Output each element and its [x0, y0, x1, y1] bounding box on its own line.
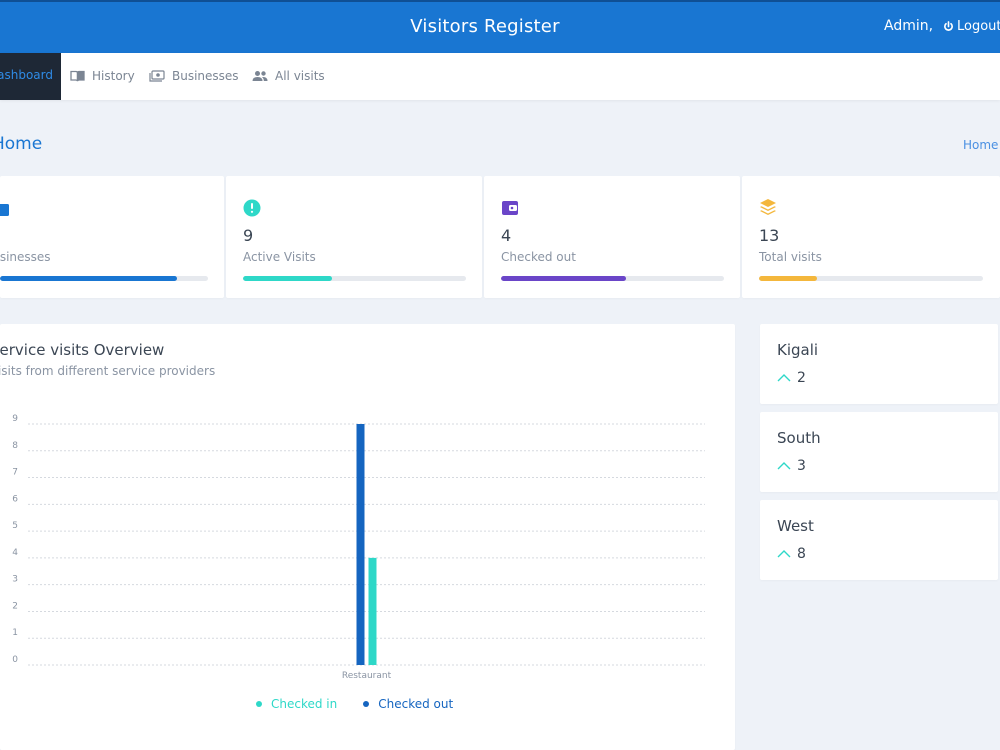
- bar-checked-in: [368, 557, 377, 665]
- store-icon: [0, 201, 10, 223]
- y-tick-label: 0: [12, 655, 18, 665]
- breadcrumb-home[interactable]: Home: [963, 138, 999, 152]
- nav-all-visits-label: All visits: [275, 68, 325, 83]
- nav-businesses[interactable]: Businesses: [149, 53, 239, 98]
- stat-value: 13: [759, 226, 780, 245]
- alert-circle-icon: [243, 199, 261, 221]
- users-icon: [252, 70, 268, 81]
- stat-progress-fill: [0, 276, 177, 281]
- page-title-text: Home: [0, 134, 43, 154]
- region-count-value: 8: [797, 546, 806, 562]
- stat-progress-fill: [759, 276, 818, 281]
- nav-history-label: History: [92, 68, 135, 83]
- bar-chart: 0 1 2 3 4 5 6 7 8 9 Restaurant: [12, 414, 705, 681]
- y-tick-label: 1: [12, 628, 18, 638]
- legend-checked-in[interactable]: Checked in: [256, 697, 337, 711]
- power-icon: [944, 21, 953, 31]
- nav-history[interactable]: History: [70, 53, 135, 98]
- stat-progress: [759, 276, 983, 281]
- stat-label: Businesses: [0, 250, 51, 264]
- nav-all-visits[interactable]: All visits: [252, 53, 325, 98]
- nav-dashboard-label: Dashboard: [0, 68, 53, 82]
- region-count: 3: [777, 458, 806, 474]
- y-tick-label: 7: [12, 468, 18, 478]
- layers-icon: [759, 198, 777, 220]
- nav-businesses-label: Businesses: [172, 68, 239, 83]
- y-tick-label: 2: [12, 601, 18, 611]
- chevron-up-icon: [777, 550, 791, 558]
- stat-card-businesses: Businesses: [0, 176, 224, 298]
- logout-button[interactable]: Logout: [943, 0, 1000, 53]
- chart-subtitle: Visits from different service providers: [0, 364, 216, 378]
- y-tick-label: 9: [12, 414, 18, 424]
- stat-card-checked-out: 4 Checked out: [484, 176, 740, 298]
- user-name: Admin,: [884, 18, 934, 34]
- region-name: West: [777, 517, 814, 535]
- x-tick-label: Restaurant: [342, 671, 392, 681]
- bar-checked-out: [356, 424, 365, 665]
- legend-checked-in-label: Checked in: [271, 697, 338, 711]
- region-count: 2: [777, 370, 806, 386]
- stat-progress: [243, 276, 466, 281]
- nav-dashboard[interactable]: Dashboard: [0, 53, 61, 100]
- stat-progress: [501, 276, 724, 281]
- region-card-kigali: Kigali 2: [760, 324, 998, 404]
- top-bar: [0, 0, 1000, 53]
- region-card-south: South 3: [760, 412, 998, 492]
- stat-progress: [0, 276, 208, 281]
- y-tick-label: 3: [12, 575, 18, 585]
- book-icon: [70, 70, 85, 81]
- region-name: South: [777, 429, 821, 447]
- y-tick-label: 4: [12, 548, 18, 558]
- legend-dot-checked-in: [256, 701, 262, 707]
- page-title: Home: [0, 134, 42, 154]
- chart-card: Service visits Overview Visits from diff…: [0, 324, 735, 750]
- stat-card-active-visits: 9 Active Visits: [226, 176, 482, 298]
- stat-label: Checked out: [501, 250, 576, 264]
- stat-progress-fill: [243, 276, 333, 281]
- stat-card-total-visits: 13 Total visits: [742, 176, 1000, 298]
- legend-checked-out-label: Checked out: [378, 697, 454, 711]
- y-tick-label: 6: [12, 494, 18, 504]
- chart-title: Service visits Overview: [0, 341, 165, 359]
- chevron-up-icon: [777, 462, 791, 470]
- stat-label: Total visits: [759, 250, 822, 264]
- wallet-icon: [501, 199, 519, 221]
- app-title: Visitors Register: [410, 16, 560, 37]
- chart-legend: Checked in Checked out: [256, 697, 453, 711]
- legend-dot-checked-out: [363, 701, 370, 707]
- y-tick-label: 8: [12, 441, 18, 451]
- stat-value: 4: [501, 226, 512, 245]
- logout-label: Logout: [957, 19, 1000, 34]
- region-card-west: West 8: [760, 500, 998, 580]
- chevron-up-icon: [777, 374, 791, 382]
- money-icon: [149, 69, 165, 82]
- stat-label: Active Visits: [243, 250, 316, 264]
- stat-progress-fill: [501, 276, 626, 281]
- y-tick-label: 5: [12, 521, 18, 531]
- nav-bar: [0, 53, 1000, 100]
- legend-checked-out[interactable]: Checked out: [363, 697, 453, 711]
- region-count-value: 2: [797, 370, 806, 386]
- region-count-value: 3: [797, 458, 806, 474]
- region-count: 8: [777, 546, 806, 562]
- region-name: Kigali: [777, 341, 819, 359]
- stat-value: 9: [243, 226, 254, 245]
